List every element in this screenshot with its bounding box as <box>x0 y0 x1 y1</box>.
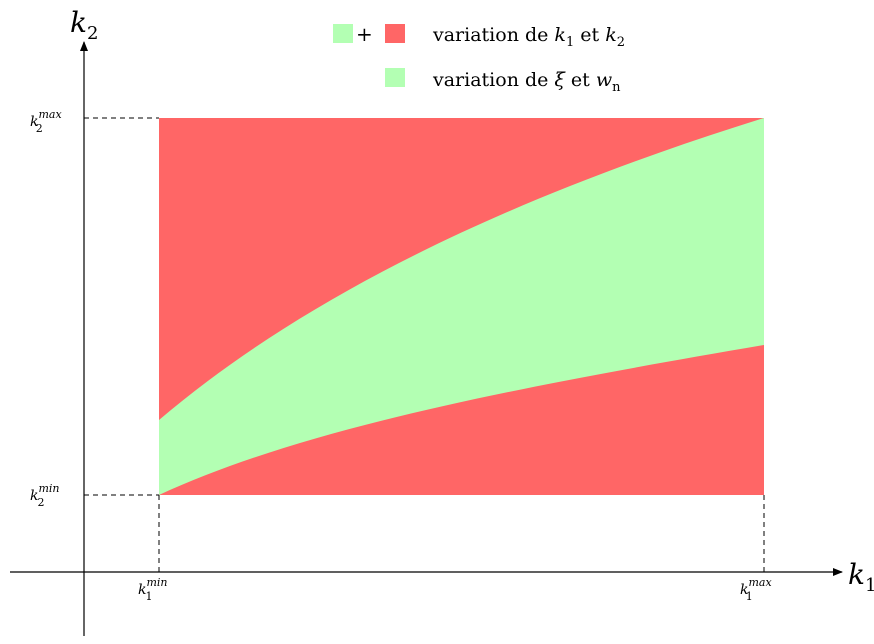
tick-k1-max: kmax 1 <box>740 576 772 603</box>
tick-k2-max: kmax 2 <box>30 108 62 135</box>
legend-green-swatch-2 <box>385 68 405 87</box>
y-axis-label: k2 <box>70 6 98 44</box>
legend-entry-2: variation de ξ et wn <box>432 69 621 95</box>
green-region <box>159 118 764 495</box>
legend-plus: + <box>356 22 373 46</box>
legend-red-swatch <box>385 24 405 43</box>
tick-k1-min: kmin 1 <box>138 576 168 603</box>
tick-k2-min: kmin 2 <box>30 482 60 509</box>
x-axis-label: k1 <box>848 558 874 596</box>
legend-green-swatch-1 <box>333 24 353 43</box>
legend-entry-1: variation de k1 et k2 <box>432 24 625 50</box>
